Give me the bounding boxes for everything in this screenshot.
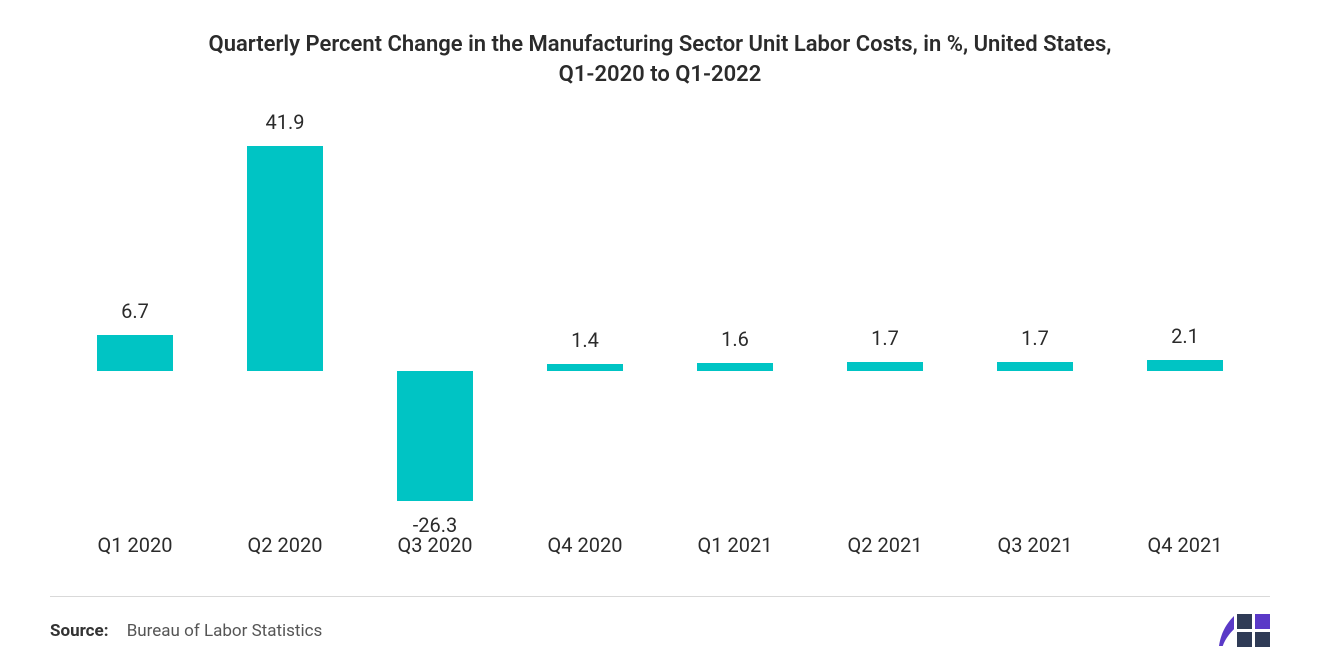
bar-slot: 2.1 [1110, 129, 1260, 519]
bar-slot: 1.4 [510, 129, 660, 519]
bar-slot: 6.7 [60, 129, 210, 519]
logo-block-icon [1237, 632, 1252, 647]
bar-value-label: 41.9 [266, 110, 305, 134]
logo-block-icon [1237, 614, 1252, 629]
category-label: Q3 2021 [960, 533, 1110, 557]
category-label: Q2 2021 [810, 533, 960, 557]
bar-value-label: -26.3 [413, 513, 458, 537]
bar [1147, 360, 1223, 371]
source-line: Source: Bureau of Labor Statistics [50, 621, 322, 641]
category-label: Q1 2020 [60, 533, 210, 557]
plot-area: 6.7 41.9-26.3 1.4 1.6 1.7 1.7 2.1 [50, 129, 1270, 519]
bar [97, 335, 173, 371]
bar-value-label: 1.4 [571, 328, 599, 352]
bar [247, 146, 323, 371]
chart-footer: Source: Bureau of Labor Statistics [50, 596, 1270, 647]
bar-slot: 1.7 [960, 129, 1110, 519]
logo-block-icon [1255, 614, 1270, 629]
logo-block-icon [1255, 632, 1270, 647]
brand-logo [1219, 615, 1270, 647]
bar-value-label: 1.7 [1021, 326, 1049, 350]
chart-container: Quarterly Percent Change in the Manufact… [0, 0, 1320, 665]
bar-slot: 41.9 [210, 129, 360, 519]
chart-title: Quarterly Percent Change in the Manufact… [50, 30, 1270, 89]
logo-col-2 [1255, 614, 1270, 647]
category-label: Q1 2021 [660, 533, 810, 557]
bar [547, 364, 623, 372]
bar-value-label: 1.6 [721, 327, 749, 351]
category-label: Q4 2021 [1110, 533, 1260, 557]
bar-slot: 1.7 [810, 129, 960, 519]
bar [697, 363, 773, 372]
logo-swoosh-icon [1219, 615, 1234, 647]
logo-col-1 [1237, 614, 1252, 647]
category-label: Q4 2020 [510, 533, 660, 557]
source-value: Bureau of Labor Statistics [127, 621, 323, 641]
chart-title-line2: Q1-2020 to Q1-2022 [559, 62, 762, 87]
source-label: Source: [50, 621, 108, 641]
bars-group: 6.7 41.9-26.3 1.4 1.6 1.7 1.7 2.1 [50, 129, 1270, 519]
bar-slot: -26.3 [360, 129, 510, 519]
bar [397, 371, 473, 501]
bar [847, 362, 923, 371]
bar [997, 362, 1073, 371]
bar-value-label: 6.7 [121, 299, 149, 323]
category-axis: Q1 2020Q2 2020Q3 2020Q4 2020Q1 2021Q2 20… [50, 533, 1270, 557]
bar-value-label: 2.1 [1171, 324, 1199, 348]
category-label: Q2 2020 [210, 533, 360, 557]
bar-slot: 1.6 [660, 129, 810, 519]
bar-value-label: 1.7 [871, 326, 899, 350]
chart-title-line1: Quarterly Percent Change in the Manufact… [209, 32, 1112, 57]
